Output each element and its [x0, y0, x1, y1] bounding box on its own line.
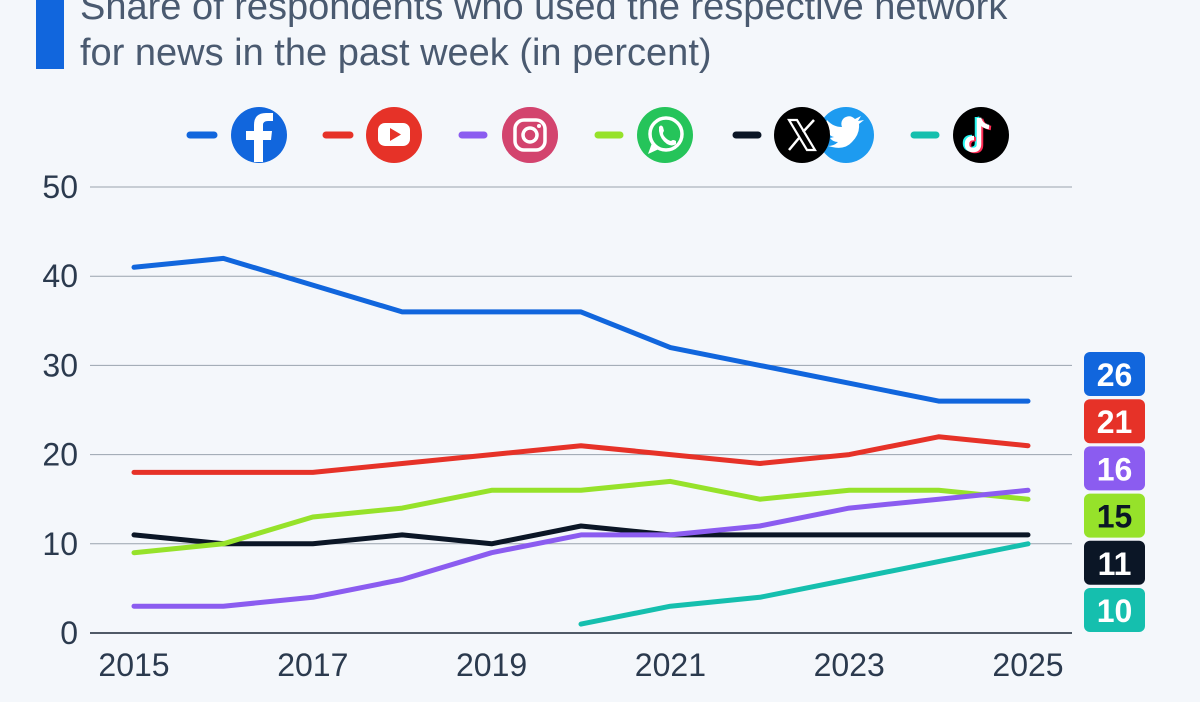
x-tick-label: 2015 — [98, 647, 169, 683]
x-tick-label: 2019 — [456, 647, 527, 683]
end-labels: 26 21 16 15 11 10 — [1084, 352, 1145, 632]
whatsapp-icon — [637, 107, 693, 163]
series-line-tiktok — [578, 541, 1031, 627]
y-tick-label: 50 — [42, 169, 78, 205]
end-label-whatsapp: 15 — [1084, 493, 1145, 538]
x-icon — [774, 107, 830, 163]
series-line-whatsapp — [131, 478, 1031, 556]
y-tick-label: 40 — [42, 258, 78, 294]
end-label-tiktok: 10 — [1084, 588, 1145, 632]
legend — [186, 107, 1009, 163]
y-tick-label: 30 — [42, 347, 78, 383]
end-label-value: 11 — [1098, 546, 1132, 582]
series-line-facebook — [131, 255, 1031, 404]
series-line-instagram — [131, 487, 1031, 609]
end-label-youtube: 21 — [1084, 399, 1145, 444]
end-label-value: 15 — [1097, 499, 1133, 535]
end-label-badge — [1084, 588, 1145, 632]
end-label-value: 16 — [1097, 451, 1133, 487]
legend-item-x-twitter — [732, 107, 874, 163]
subtitle-line-1: Share of respondents who used the respec… — [80, 0, 1008, 28]
end-label-x-twitter: 11 — [1084, 540, 1145, 585]
end-label-value: 21 — [1097, 404, 1133, 440]
legend-item-whatsapp — [594, 107, 693, 163]
facebook-icon — [231, 107, 287, 163]
end-label-badge — [1084, 399, 1145, 444]
accent-bar — [36, 0, 64, 69]
end-label-value: 10 — [1097, 593, 1133, 629]
end-label-value: 26 — [1097, 357, 1133, 393]
youtube-icon — [366, 107, 422, 163]
x-tick-label: 2017 — [277, 647, 348, 683]
series-line-x-twitter — [131, 523, 1031, 547]
subtitle-line-2: for news in the past week (in percent) — [80, 32, 712, 74]
legend-item-youtube — [322, 107, 422, 163]
instagram-icon — [502, 107, 558, 163]
x-tick-label: 2021 — [635, 647, 706, 683]
twitter-icon — [818, 107, 874, 163]
end-label-badge — [1084, 446, 1145, 491]
end-label-badge — [1084, 493, 1145, 538]
end-label-facebook: 26 — [1084, 352, 1145, 396]
x-axis: 2015 2017 2019 2021 2023 2025 — [98, 647, 1063, 683]
legend-item-tiktok — [910, 107, 1009, 163]
legend-item-instagram — [458, 107, 558, 163]
x-tick-label: 2025 — [992, 647, 1063, 683]
chart-subtitle: Share of respondents who used the respec… — [80, 0, 1180, 76]
series-line-youtube — [131, 434, 1031, 475]
end-label-badge — [1084, 352, 1145, 396]
tiktok-icon — [953, 107, 1009, 163]
y-axis: 0 10 20 30 40 50 — [42, 169, 78, 651]
y-tick-label: 20 — [42, 437, 78, 473]
x-tick-label: 2023 — [814, 647, 885, 683]
y-tick-label: 0 — [60, 615, 78, 651]
legend-item-facebook — [186, 107, 287, 163]
y-tick-label: 10 — [42, 526, 78, 562]
series-lines — [131, 255, 1031, 627]
end-label-badge — [1084, 540, 1145, 585]
end-label-instagram: 16 — [1084, 446, 1145, 491]
